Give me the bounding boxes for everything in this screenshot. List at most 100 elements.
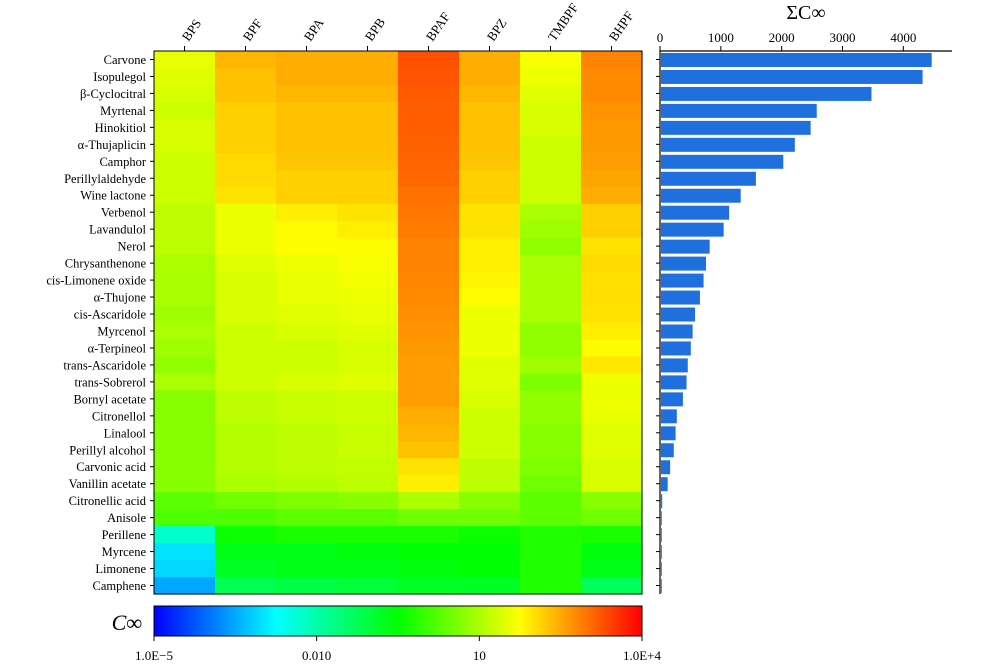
bar-x-tick-label: 1000 (708, 30, 734, 45)
heatmap-cell (276, 356, 338, 375)
heatmap-cell (215, 492, 277, 510)
heatmap-cell (520, 51, 582, 69)
bar (661, 443, 674, 458)
heatmap-cell (215, 407, 277, 425)
heatmap-column-labels: BPS BPF BPA BPB BPAF BPZ TMBPF BHPF (179, 0, 637, 51)
heatmap-cell (154, 356, 216, 375)
heatmap-row-label: cis-Ascaridole (74, 308, 147, 322)
heatmap-cell (398, 390, 460, 408)
heatmap-cell (215, 424, 277, 442)
heatmap-column-label: BPAF (423, 9, 453, 43)
heatmap-cell (520, 237, 582, 256)
heatmap-cell (276, 118, 338, 137)
heatmap-cell (459, 339, 521, 358)
heatmap-cell (459, 441, 521, 459)
heatmap-cell (276, 339, 338, 358)
heatmap-cell (459, 475, 521, 493)
heatmap-cell (581, 322, 643, 341)
heatmap-cell (581, 509, 643, 527)
heatmap-cell (337, 526, 399, 544)
heatmap-cell (520, 424, 582, 442)
heatmap-cell (398, 560, 460, 578)
heatmap-column-label: BPS (179, 16, 205, 44)
heatmap-row-label: α-Terpineol (88, 341, 147, 355)
heatmap-cell (581, 560, 643, 578)
heatmap-cell (520, 475, 582, 493)
heatmap-cell (398, 271, 460, 290)
heatmap-row-label: trans-Sobrerol (74, 375, 146, 389)
heatmap-cell (581, 475, 643, 493)
heatmap-cell (398, 203, 460, 222)
heatmap-cell (459, 237, 521, 256)
heatmap-cell (459, 152, 521, 171)
heatmap-cell (459, 373, 521, 391)
bar (661, 154, 784, 169)
heatmap-cell (276, 390, 338, 408)
heatmap-row-label: Citronellol (92, 409, 147, 423)
heatmap-cell (581, 356, 643, 375)
heatmap-cell (154, 271, 216, 290)
heatmap-cell (337, 254, 399, 273)
heatmap-cell (337, 305, 399, 324)
heatmap-row-label: Perillyl alcohol (69, 443, 146, 457)
heatmap-cell (520, 254, 582, 273)
heatmap-cell (398, 305, 460, 324)
heatmap-cell (337, 577, 399, 595)
heatmap-cell (154, 254, 216, 273)
heatmap-row-label: Carvonic acid (76, 460, 147, 474)
bar (661, 341, 691, 356)
bar-x-tick-label: 0 (657, 30, 664, 45)
bar (661, 511, 662, 526)
heatmap-cell (520, 356, 582, 375)
heatmap-cell (215, 220, 277, 239)
heatmap-cell (276, 220, 338, 239)
heatmap-row-label: cis-Limonene oxide (46, 274, 146, 288)
heatmap-cell (337, 543, 399, 561)
heatmap-cell (459, 390, 521, 408)
heatmap-cell (459, 118, 521, 137)
heatmap-cell (276, 543, 338, 561)
heatmap-cell (154, 186, 216, 205)
colorbar (153, 605, 643, 637)
heatmap-cell (276, 288, 338, 307)
heatmap-cell (520, 492, 582, 510)
heatmap-row-labels: Carvone Isopulegol β-Cyclocitral Myrtenal Hi… (46, 53, 154, 593)
heatmap-cell (276, 237, 338, 256)
heatmap-cell (520, 118, 582, 137)
heatmap-cell (581, 390, 643, 408)
heatmap-cell (581, 424, 643, 442)
heatmap-cell (215, 560, 277, 578)
heatmap-cell (215, 51, 277, 69)
heatmap-cell (215, 186, 277, 205)
bar (661, 562, 662, 577)
heatmap-cell (337, 101, 399, 120)
heatmap-cell (337, 373, 399, 391)
heatmap-cell (215, 390, 277, 408)
heatmap-cell (581, 101, 643, 120)
heatmap-cell (215, 169, 277, 188)
heatmap-cell (337, 322, 399, 341)
heatmap-cell (337, 288, 399, 307)
heatmap-row-label: Citronellic acid (69, 494, 147, 508)
heatmap-cell (520, 288, 582, 307)
heatmap-cell (337, 118, 399, 137)
heatmap-cell (215, 577, 277, 595)
heatmap-cell (398, 220, 460, 239)
heatmap-cell (215, 203, 277, 222)
heatmap-cell (520, 390, 582, 408)
heatmap-cell (520, 339, 582, 358)
heatmap-cell (581, 51, 643, 69)
heatmap-cell (459, 492, 521, 510)
heatmap-cell (276, 186, 338, 205)
heatmap-cell (459, 305, 521, 324)
heatmap-cell (337, 186, 399, 205)
heatmap-cell (215, 305, 277, 324)
heatmap-cell (581, 135, 643, 154)
heatmap-cell (337, 407, 399, 425)
colorbar-tick-label: 0.010 (302, 648, 331, 663)
heatmap-cell (276, 135, 338, 154)
heatmap-cell (276, 441, 338, 459)
heatmap-cell (337, 390, 399, 408)
heatmap-cell (215, 356, 277, 375)
colorbar-tick-label: 10 (473, 648, 486, 663)
